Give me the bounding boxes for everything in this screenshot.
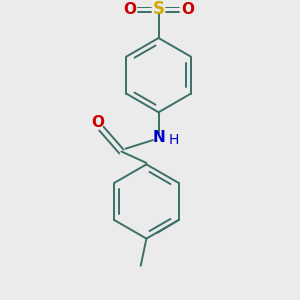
Text: O: O	[92, 115, 104, 130]
Text: H: H	[168, 133, 179, 147]
Text: O: O	[123, 2, 136, 17]
Text: N: N	[152, 130, 165, 145]
Text: S: S	[153, 1, 165, 19]
Text: O: O	[181, 2, 194, 17]
